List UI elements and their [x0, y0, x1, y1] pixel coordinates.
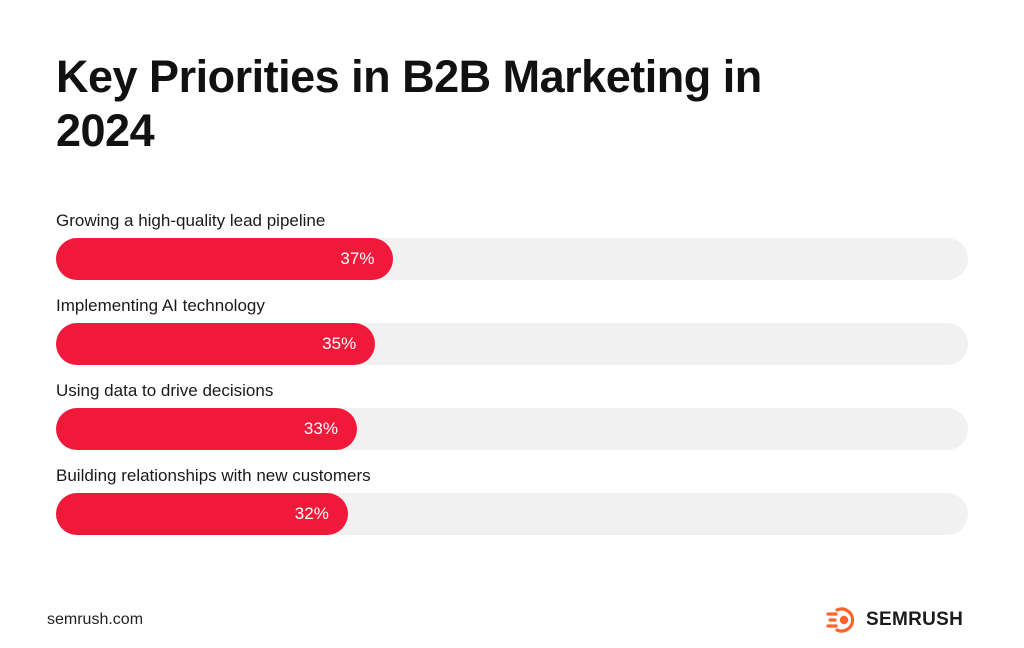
bar-track: 33%: [56, 408, 968, 450]
bar-fill: 33%: [56, 408, 357, 450]
category-label: Implementing AI technology: [56, 296, 265, 315]
bar-track: 37%: [56, 238, 968, 280]
bar-chart: Growing a high-quality lead pipeline 37%…: [56, 205, 968, 545]
bar-row: Using data to drive decisions 33%: [56, 375, 968, 460]
semrush-logo-icon: [826, 607, 855, 633]
data-label: 33%: [303, 419, 338, 438]
category-label: Growing a high-quality lead pipeline: [56, 211, 326, 230]
bar-fill: 37%: [56, 238, 394, 280]
category-label: Building relationships with new customer…: [56, 466, 371, 485]
chart-title: Key Priorities in B2B Marketing in 2024: [56, 51, 762, 156]
bar-row: Building relationships with new customer…: [56, 460, 968, 545]
data-label: 32%: [294, 504, 329, 523]
bar-fill: 32%: [56, 493, 348, 535]
bar-track: 32%: [56, 493, 968, 535]
category-label: Using data to drive decisions: [56, 381, 274, 400]
footer-url: semrush.com: [47, 611, 144, 628]
data-label: 37%: [340, 249, 375, 268]
data-label: 35%: [322, 334, 357, 353]
bar-row: Growing a high-quality lead pipeline 37%: [56, 205, 968, 290]
bar-track: 35%: [56, 323, 968, 365]
brand-logo: SEMRUSH: [826, 606, 963, 634]
bar-fill: 35%: [56, 323, 376, 365]
brand-name: SEMRUSH: [866, 609, 964, 630]
bar-row: Implementing AI technology 35%: [56, 290, 968, 375]
